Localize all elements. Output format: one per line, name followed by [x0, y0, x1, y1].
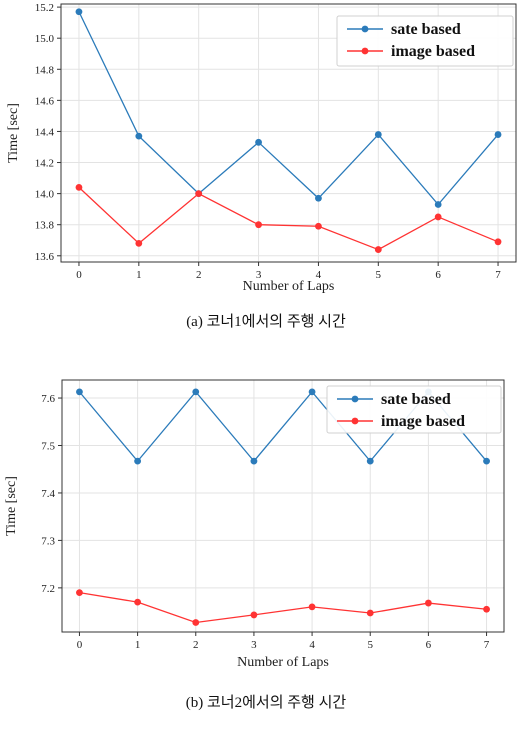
- series-line-image-based: [79, 591, 487, 624]
- series-line-image-based: [78, 186, 499, 251]
- chart-1: 0 1 2 3 4 5 6 7 13.6 13.8 14.0 14.2 14.4 14.6 14.8 15.0…: [6, 2, 517, 330]
- y-tick-label: 14.8: [35, 64, 55, 76]
- x-tick-label: 2: [196, 269, 202, 281]
- data-point: [308, 603, 316, 611]
- y-tick-label: 13.8: [35, 220, 55, 232]
- plot-frame: [61, 379, 505, 633]
- legend-swatch-marker: [351, 417, 359, 425]
- legend: sate based image based: [336, 15, 514, 67]
- x-tick-label: 7: [495, 269, 501, 281]
- y-tick-label: 7.3: [41, 535, 55, 547]
- x-tick-label: 4: [316, 269, 322, 281]
- data-point: [424, 599, 432, 607]
- data-point: [192, 619, 200, 626]
- x-tick-label: 0: [76, 269, 82, 281]
- legend-label: sate based: [381, 391, 451, 408]
- y-tick-label: 7.5: [41, 440, 55, 452]
- data-point: [192, 388, 200, 396]
- y-tick-label: 13.6: [35, 251, 55, 263]
- y-axis-title: Time [sec]: [4, 476, 19, 536]
- legend: sate based image based: [326, 385, 502, 434]
- data-point: [76, 589, 83, 597]
- data-point: [255, 138, 262, 146]
- data-point: [75, 183, 83, 191]
- figure-caption: (a) 코너1에서의 주행 시간: [186, 313, 346, 330]
- data-point: [434, 213, 442, 221]
- x-tick-label: 5: [376, 269, 382, 281]
- legend-label: image based: [391, 43, 475, 60]
- data-point: [195, 190, 203, 198]
- x-tick-label: 2: [193, 639, 199, 651]
- x-tick-label: 6: [435, 269, 441, 281]
- data-point: [135, 239, 143, 247]
- y-axis-title: Time [sec]: [6, 103, 21, 163]
- data-point: [483, 457, 490, 465]
- y-tick-label: 15.0: [35, 33, 55, 45]
- data-point: [134, 457, 142, 465]
- data-point: [250, 457, 258, 465]
- y-tick-label: 7.2: [41, 583, 55, 595]
- figure-caption: (b) 코너2에서의 주행 시간: [186, 694, 347, 711]
- x-tick-label: 4: [309, 639, 315, 651]
- y-tick-label: 14.2: [35, 158, 54, 170]
- x-tick-label: 1: [135, 639, 141, 651]
- x-tick-label: 7: [484, 639, 490, 651]
- data-point: [434, 201, 442, 208]
- data-point: [366, 457, 374, 465]
- x-tick-label: 1: [136, 269, 142, 281]
- data-point: [315, 222, 322, 230]
- data-point: [134, 598, 142, 606]
- legend-swatch-marker: [361, 47, 369, 55]
- data-point: [308, 388, 316, 396]
- data-point: [374, 131, 382, 138]
- legend-swatch-marker: [361, 25, 369, 33]
- x-tick-label: 3: [251, 639, 257, 651]
- x-tick-label: 0: [77, 639, 83, 651]
- plot-frame: [60, 3, 517, 263]
- y-tick-label: 7.4: [41, 488, 55, 500]
- data-point: [135, 132, 143, 140]
- data-point: [366, 609, 374, 617]
- data-point: [494, 238, 502, 246]
- y-tick-label: 15.2: [35, 2, 54, 14]
- y-tick-label: 14.0: [35, 189, 55, 201]
- data-point: [494, 131, 502, 138]
- series-line-sate-based: [78, 11, 499, 206]
- legend-label: image based: [381, 413, 465, 430]
- y-tick-label: 14.6: [35, 95, 55, 107]
- data-point: [75, 8, 83, 16]
- data-point: [483, 605, 490, 613]
- data-point: [76, 388, 83, 396]
- y-tick-label: 14.4: [35, 126, 55, 138]
- data-point: [255, 221, 262, 229]
- chart-2: 0 1 2 3 4 5 6 7 7.2 7.3 7.4 7.5 7.6 Number of Laps Tim…: [4, 379, 505, 711]
- x-axis-title: Number of Laps: [243, 279, 335, 294]
- x-tick-label: 6: [426, 639, 432, 651]
- legend-label: sate based: [391, 21, 461, 38]
- data-point: [315, 194, 322, 202]
- legend-swatch-marker: [351, 395, 359, 403]
- x-tick-label: 5: [367, 639, 373, 651]
- data-point: [374, 246, 382, 253]
- y-tick-label: 7.6: [41, 393, 55, 405]
- data-point: [250, 611, 258, 619]
- x-tick-label: 3: [256, 269, 262, 281]
- x-axis-title: Number of Laps: [237, 655, 329, 670]
